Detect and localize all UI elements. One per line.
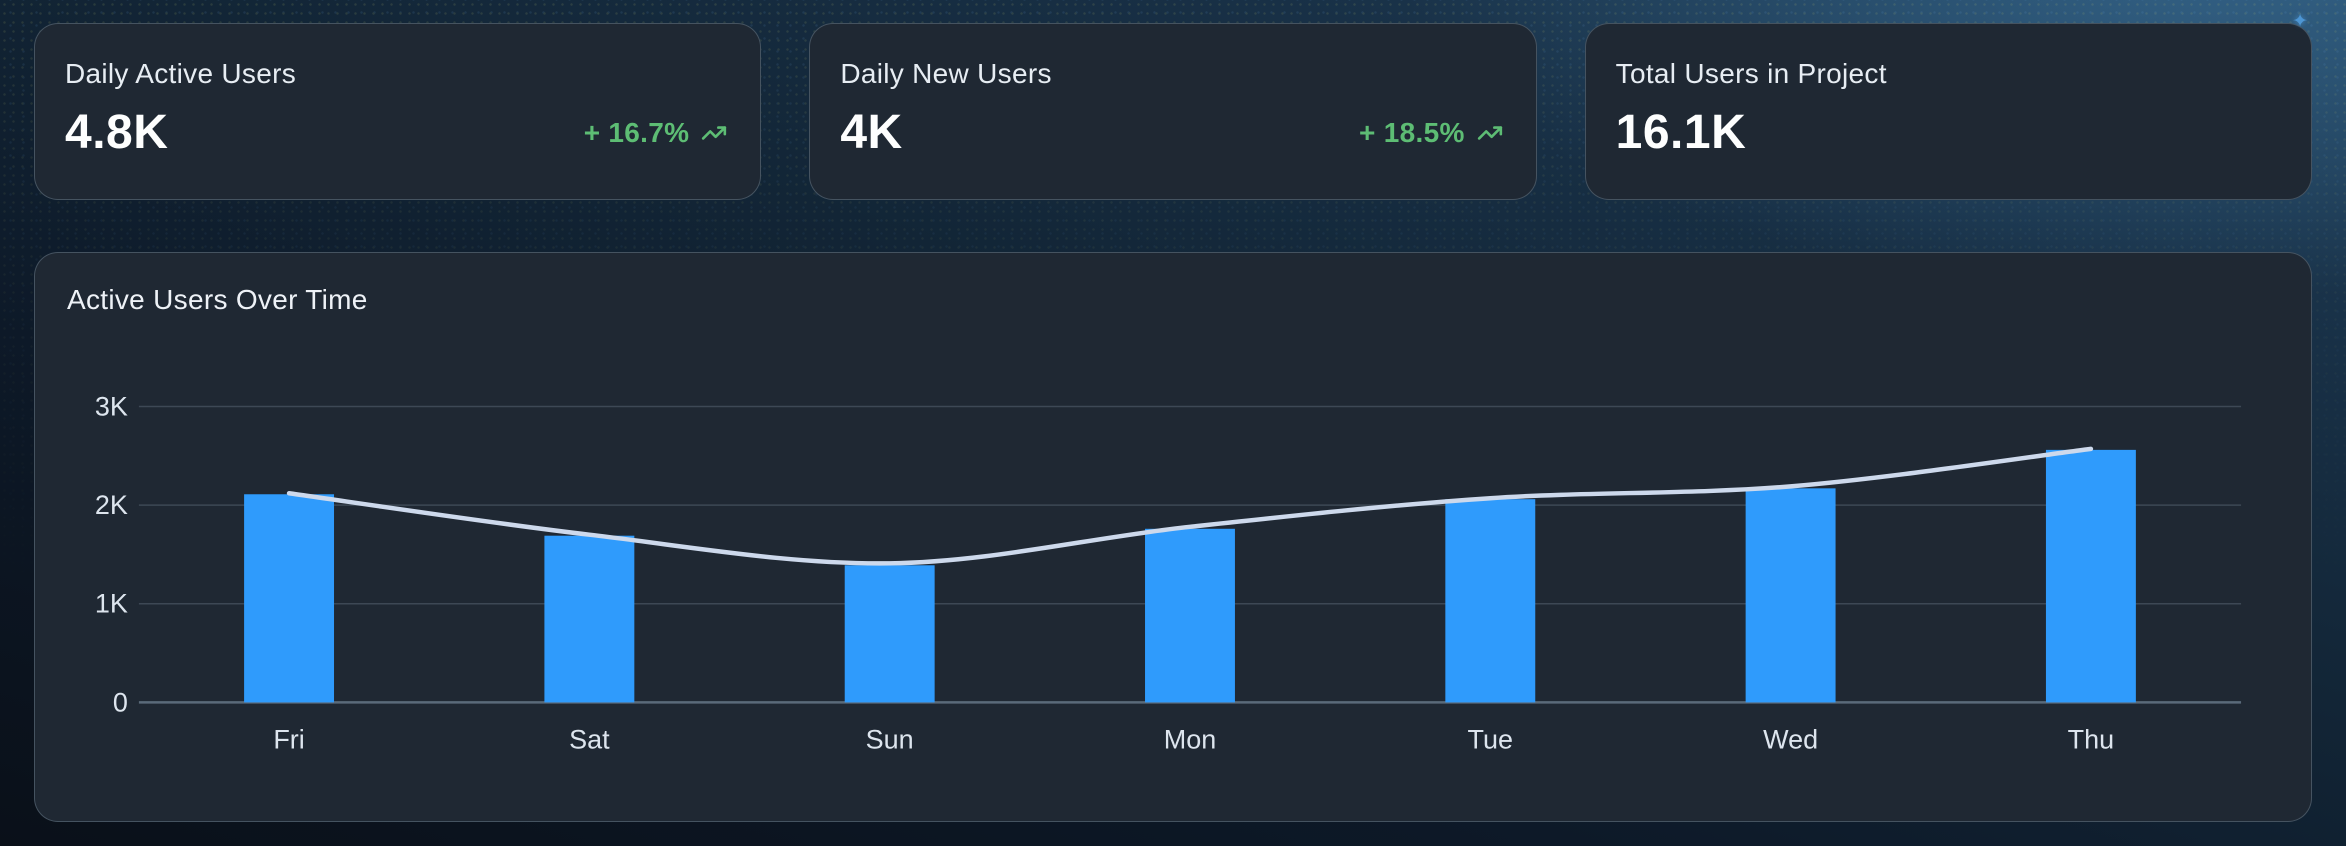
stat-delta-text: + 18.5% [1359, 117, 1465, 148]
active-users-over-time-chart: 0 1K 2K 3K Fri Sat Sun Mon Tue Wed Thu [95, 391, 2242, 754]
stat-title: Daily Active Users [65, 58, 297, 89]
y-axis-label-0: 0 [113, 687, 128, 717]
stat-card-total-users-in-project: Total Users in Project 16.1K [1584, 23, 2312, 200]
bar-mon[interactable] [1145, 528, 1235, 703]
stat-value-row: 4K + 18.5% [840, 109, 1505, 157]
stat-title: Total Users in Project [1615, 58, 1887, 89]
bar-fri[interactable] [244, 494, 335, 703]
stat-delta-badge: + 16.7% [584, 117, 731, 149]
x-axis-label-wed: Wed [1763, 724, 1818, 754]
stat-card-daily-new-users: Daily New Users 4K + 18.5% [809, 23, 1537, 200]
bar-sun[interactable] [844, 565, 935, 703]
stat-value: 16.1K [1615, 106, 1747, 159]
bar-sat[interactable] [544, 535, 635, 703]
trending-up-icon [1477, 126, 1502, 140]
stat-value: 4.8K [65, 106, 169, 159]
x-axis-label-tue: Tue [1468, 724, 1513, 754]
stat-title: Daily New Users [840, 58, 1052, 89]
x-axis-label-thu: Thu [2068, 724, 2114, 754]
stat-value-row: 4.8K + 16.7% [65, 109, 730, 157]
chart-card: Active Users Over Time 0 1K 2K 3K Fri Sat Sun M… [34, 252, 2312, 822]
bar-wed[interactable] [1745, 488, 1836, 703]
stat-value: 4K [840, 106, 903, 159]
y-axis-label-1k: 1K [95, 589, 128, 619]
stat-delta-badge: + 18.5% [1359, 117, 1506, 149]
x-axis-label-sat: Sat [569, 724, 610, 754]
trending-up-icon [702, 126, 727, 140]
x-axis-label-mon: Mon [1164, 724, 1216, 754]
stat-value-row: 16.1K [1616, 109, 2281, 157]
x-axis-label-sun: Sun [866, 724, 914, 754]
trend-line [286, 446, 2094, 566]
stat-card-row: Daily Active Users 4.8K + 16.7% Daily Ne… [34, 23, 2312, 200]
stat-delta-text: + 16.7% [583, 117, 690, 148]
stat-card-daily-active-users: Daily Active Users 4.8K + 16.7% [34, 23, 762, 200]
y-axis-label-3k: 3K [95, 391, 128, 421]
y-axis-label-2k: 2K [95, 490, 128, 520]
bar-tue[interactable] [1445, 499, 1536, 703]
x-axis-label-fri: Fri [273, 724, 304, 754]
bar-thu[interactable] [2045, 449, 2136, 703]
sparkle-icon: ✦ [2292, 11, 2308, 32]
chart-title: Active Users Over Time [67, 284, 368, 315]
